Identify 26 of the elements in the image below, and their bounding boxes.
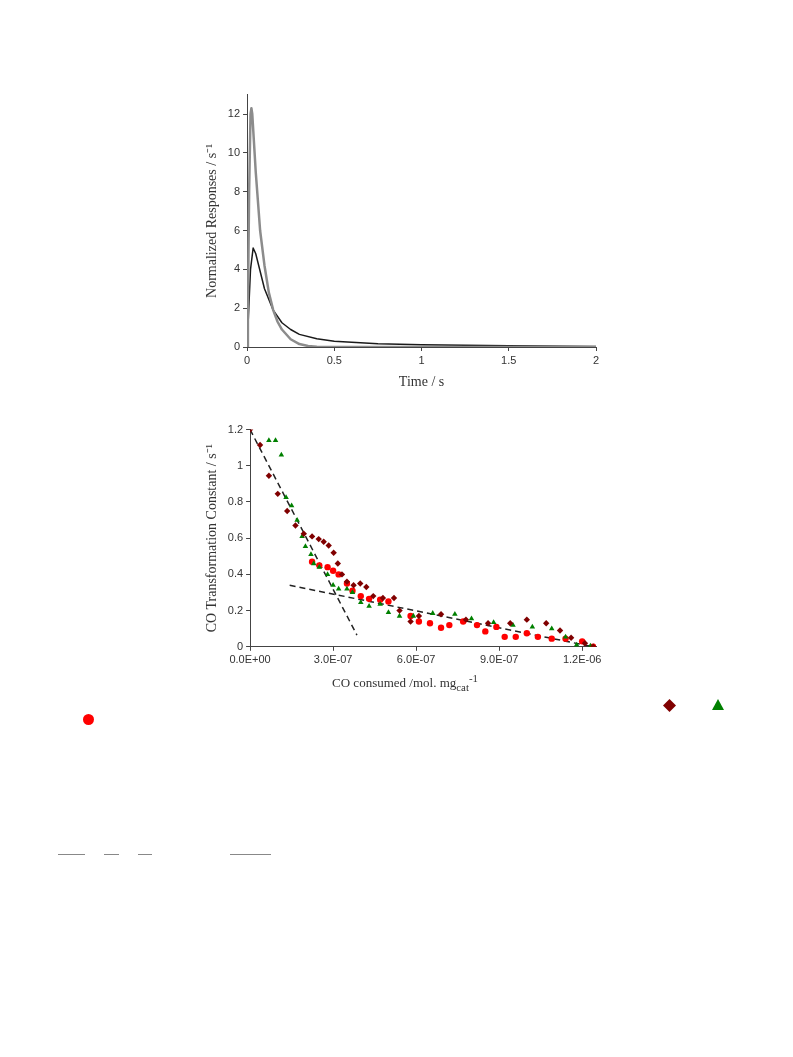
y-tick-label: 0: [236, 639, 244, 652]
y-tick-label: 0: [233, 340, 241, 353]
y-tick-label: 6: [233, 223, 241, 236]
x-tick-label: 2: [592, 353, 600, 366]
y-tick-label: 10: [227, 145, 241, 158]
x-tick-label: 3.0E-07: [313, 653, 353, 666]
y-tick-label: 4: [233, 262, 241, 275]
y-tick-label: 1.2: [227, 422, 244, 435]
y-tick-label: 0.2: [227, 603, 244, 616]
y-tick-label: 0.4: [227, 567, 244, 580]
x-tick-label: 1.2E-06: [562, 653, 602, 666]
x-tick-label: 6.0E-07: [396, 653, 436, 666]
y-tick-label: 12: [227, 107, 241, 120]
y-tick-label: 2: [233, 301, 241, 314]
y-tick-label: 0.6: [227, 531, 244, 544]
x-tick-label: 0.5: [326, 353, 342, 366]
x-tick-label: 9.0E-07: [479, 653, 519, 666]
x-axis-title: Time / s: [398, 374, 445, 390]
x-tick-label: 1: [418, 353, 425, 366]
x-tick-label: 1.5: [501, 353, 517, 366]
y-tick-label: 1: [236, 458, 244, 471]
y-tick-label: 0.8: [227, 495, 244, 508]
y-axis-title: Normalized Responses / s⁻¹: [204, 143, 220, 298]
x-tick-label: 0.0E+00: [229, 653, 271, 666]
y-axis-title: CO Transformation Constant / s⁻¹: [204, 444, 220, 633]
y-tick-label: 8: [233, 184, 241, 197]
